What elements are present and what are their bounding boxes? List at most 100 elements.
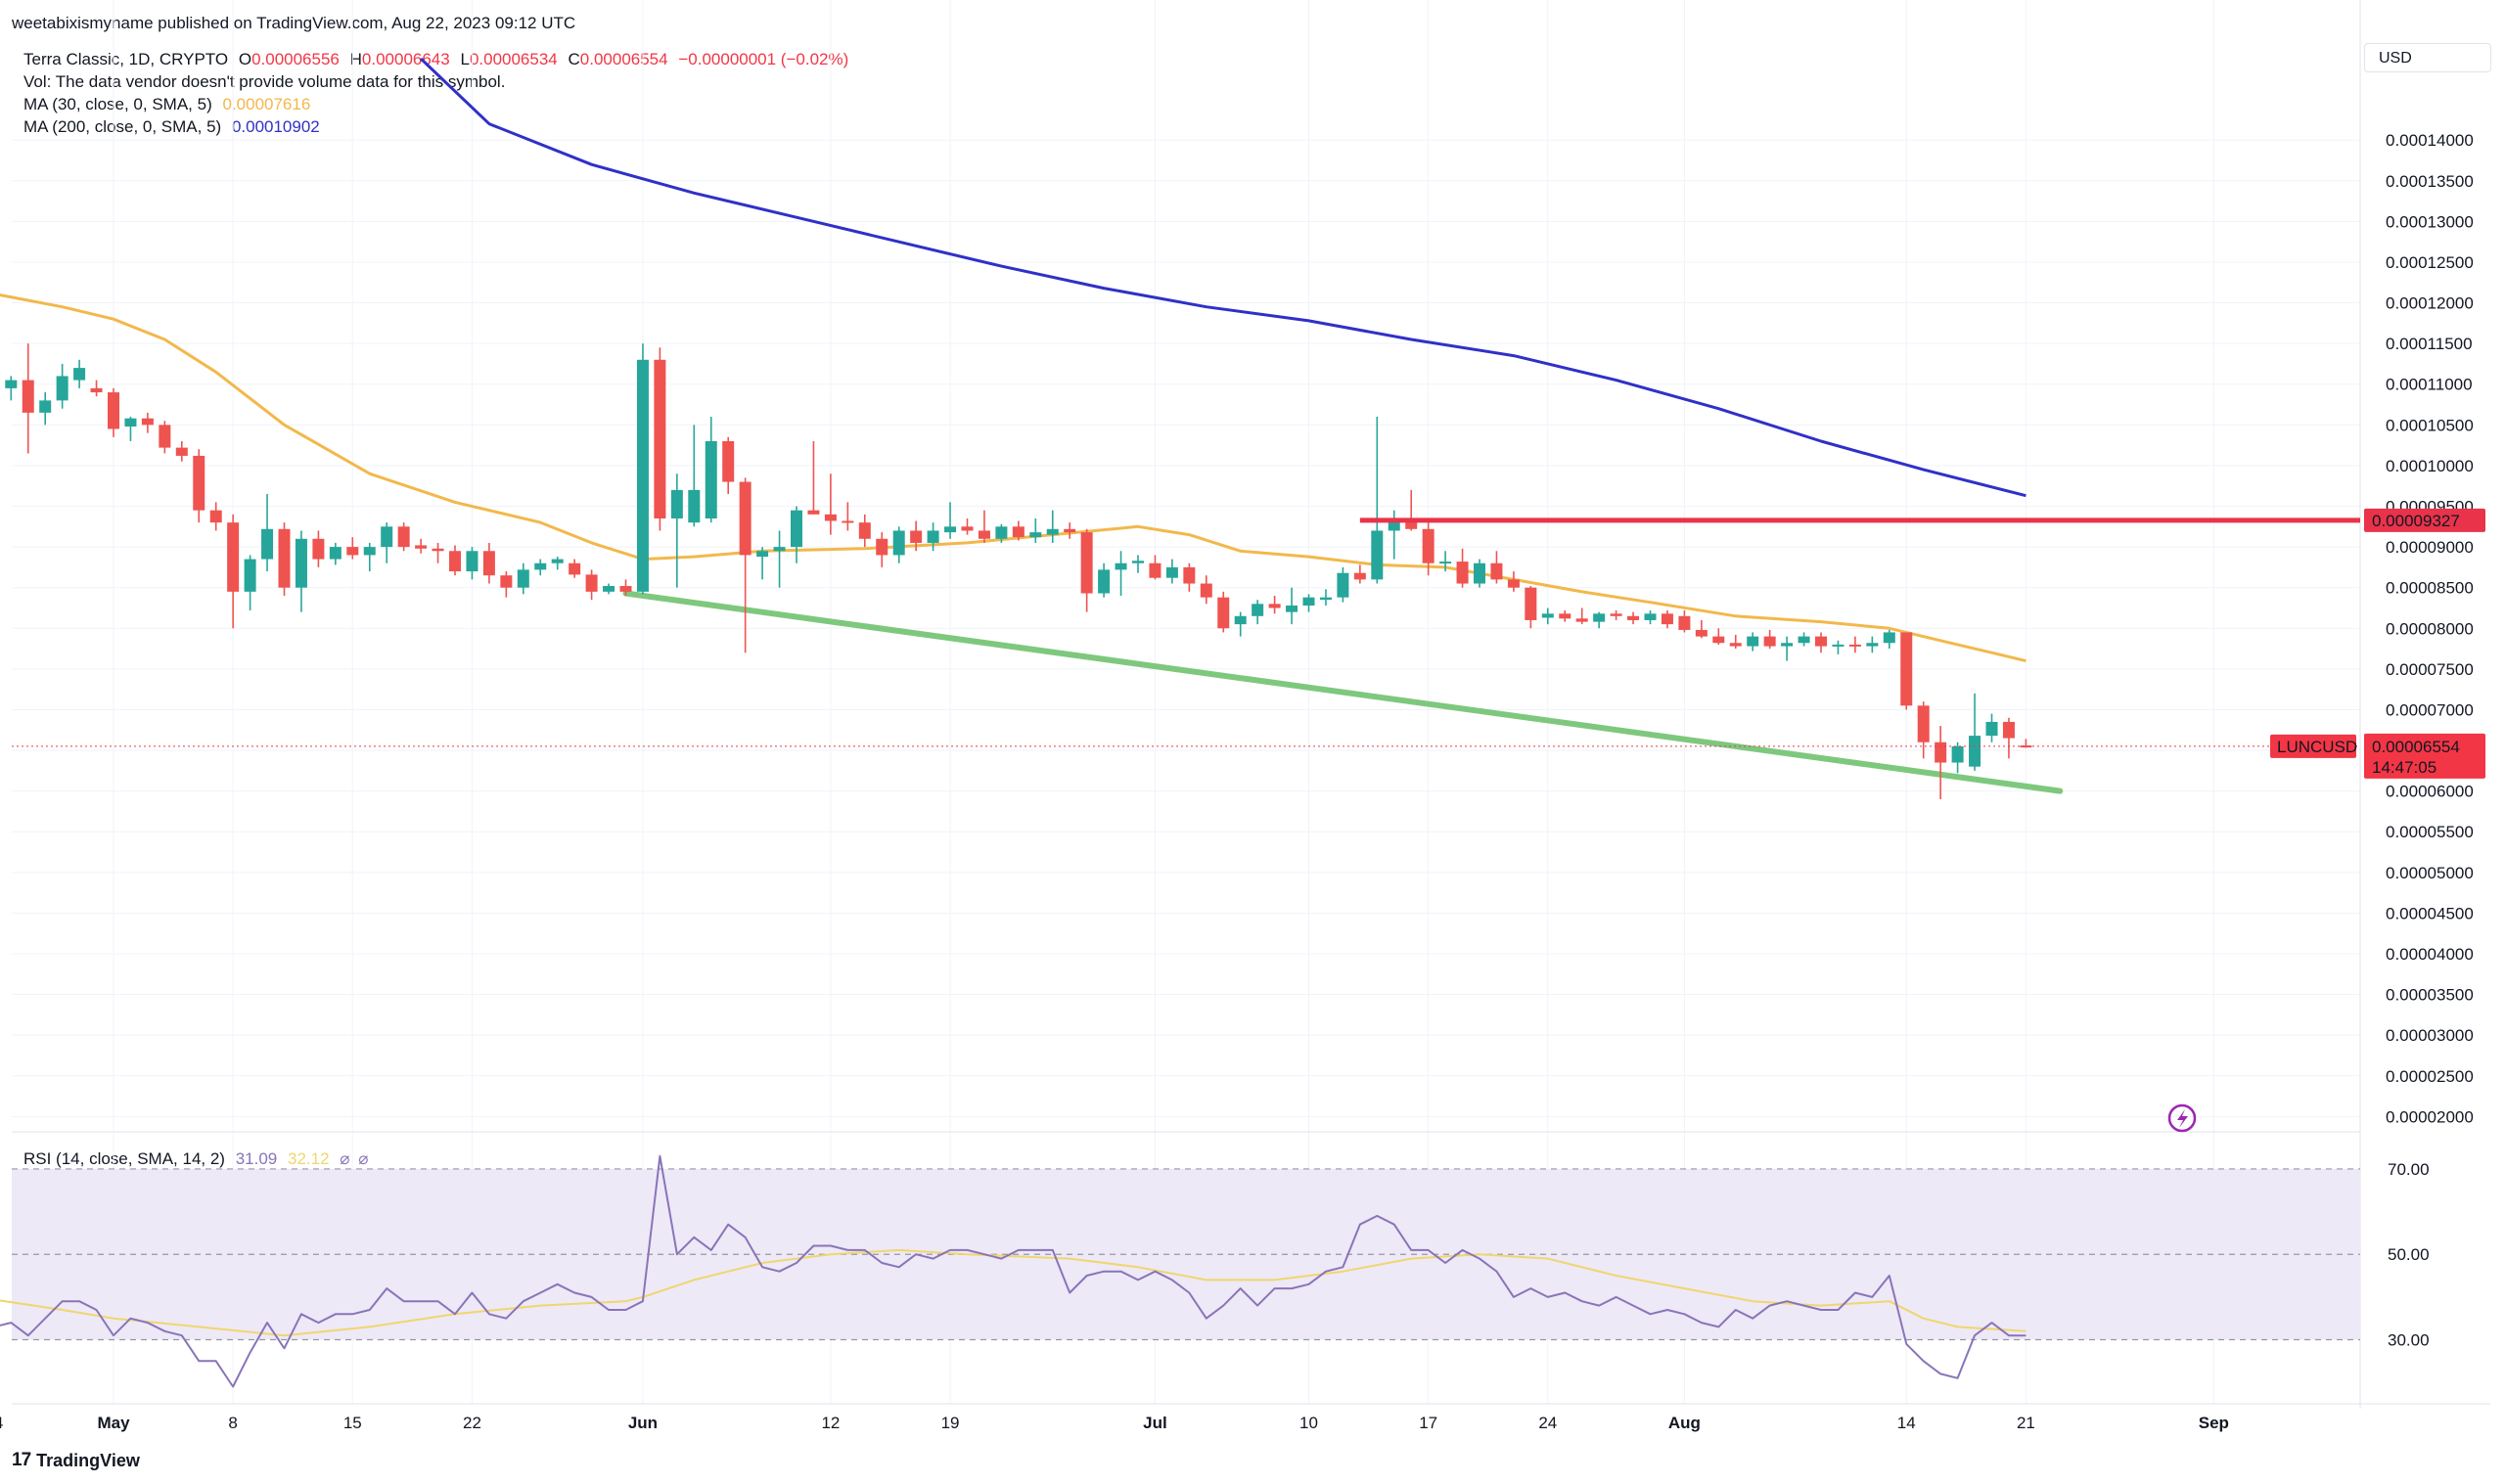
support-trendline[interactable] (622, 590, 2064, 794)
candle (876, 532, 888, 567)
candle-body (1969, 736, 1981, 767)
price-tick-label: 0.00013500 (2386, 172, 2474, 191)
candle-body (1098, 569, 1111, 594)
open-key: O (238, 50, 252, 68)
tradingview-logo-icon: 17 (12, 1450, 31, 1470)
candle (1183, 562, 1196, 592)
candle (670, 473, 683, 588)
candle (1252, 600, 1264, 625)
candle (756, 547, 769, 580)
candle-body (534, 562, 547, 570)
price-tick-label: 0.00003500 (2386, 986, 2474, 1005)
candle (1917, 701, 1930, 759)
candle-body (1439, 562, 1452, 564)
candle (944, 502, 957, 539)
candle-body (1832, 644, 1845, 647)
time-tick-label: Aug (1668, 1414, 1701, 1432)
candle (892, 526, 905, 563)
candle (90, 380, 103, 397)
rsi-extra-2: ⌀ (358, 1149, 369, 1168)
candle (654, 347, 666, 531)
candle-body (1507, 579, 1520, 588)
candle (1951, 742, 1964, 774)
candles (5, 343, 2032, 799)
candle (824, 473, 837, 535)
candle-body (1695, 629, 1708, 637)
candle (108, 387, 119, 437)
symbol-legend[interactable]: Terra Classic, 1D, CRYPTO O0.00006556 H0… (23, 50, 848, 69)
candle-body (1729, 643, 1742, 647)
symbol-title: Terra Classic, 1D, CRYPTO (23, 50, 229, 68)
candle-body (1064, 528, 1076, 533)
lightning-bolt-icon (2177, 1109, 2188, 1128)
price-tick-label: 0.00005000 (2386, 864, 2474, 882)
countdown-text: 14:47:05 (2372, 758, 2437, 777)
candle (2002, 717, 2015, 759)
price-tick-label: 0.00011000 (2386, 376, 2473, 394)
candle (961, 517, 974, 535)
candle (329, 542, 342, 565)
candle (995, 523, 1008, 543)
candle (482, 542, 495, 584)
time-tick-label: 19 (941, 1414, 960, 1432)
candle (39, 392, 52, 426)
rsi-tick-label: 50.00 (2388, 1245, 2430, 1264)
price-tick-label: 0.00004000 (2386, 945, 2474, 964)
rsi-legend[interactable]: RSI (14, close, SMA, 14, 2) 31.09 32.12 … (23, 1149, 369, 1169)
candle (773, 530, 786, 588)
candle (858, 514, 871, 548)
rsi-value: 31.09 (235, 1149, 278, 1168)
candle-body (688, 489, 701, 523)
currency-button[interactable]: USD (2364, 43, 2491, 72)
candle (500, 571, 513, 598)
candle (1098, 562, 1111, 598)
time-tick-label: 15 (343, 1414, 362, 1432)
price-tick-label: 0.00005500 (2386, 823, 2474, 841)
candle (1286, 587, 1298, 625)
candle-body (927, 530, 939, 543)
candle (1080, 528, 1093, 612)
candle-body (90, 387, 103, 393)
candle-body (636, 359, 649, 592)
ma200-legend[interactable]: MA (200, close, 0, SMA, 5) 0.00010902 (23, 117, 320, 137)
candle (1456, 548, 1469, 588)
candle-body (381, 526, 393, 548)
time-tick-label: 24 (0, 1414, 3, 1432)
time-tick-label: Sep (2199, 1414, 2229, 1432)
lightning-icon[interactable] (2167, 1103, 2197, 1133)
candle (1832, 640, 1845, 654)
candle-body (500, 575, 513, 588)
candle-body (1815, 636, 1827, 647)
candle (1064, 522, 1076, 539)
candle-body (1627, 615, 1640, 620)
candle-body (5, 380, 18, 388)
candle-body (209, 510, 222, 523)
candle-body (978, 530, 990, 539)
volume-legend[interactable]: Vol: The data vendor doesn't provide vol… (23, 72, 506, 91)
candle-body (482, 551, 495, 576)
candle (1661, 609, 1673, 629)
candle-body (1234, 615, 1247, 625)
candle (124, 417, 137, 441)
rsi-ma-value: 32.12 (287, 1149, 330, 1168)
tradingview-footer[interactable]: 17 TradingView (12, 1450, 140, 1471)
candle-body (1525, 587, 1537, 620)
candle (1012, 520, 1025, 541)
price-tick-label: 0.00002500 (2386, 1067, 2474, 1086)
candle (1405, 489, 1418, 531)
close-key: C (568, 50, 580, 68)
candle (381, 522, 393, 563)
candle (1900, 632, 1913, 710)
candle-body (1883, 632, 1895, 644)
ma30-legend[interactable]: MA (30, close, 0, SMA, 5) 0.00007616 (23, 95, 310, 114)
candle (312, 530, 325, 567)
candle (56, 363, 68, 409)
ma30-value: 0.00007616 (222, 95, 311, 113)
candle (1747, 632, 1759, 652)
candle-body (1183, 566, 1196, 584)
candle (1678, 609, 1691, 633)
candle (978, 510, 990, 543)
price-tick-label: 0.00003000 (2386, 1026, 2474, 1045)
price-tick-label: 0.00006000 (2386, 783, 2474, 801)
